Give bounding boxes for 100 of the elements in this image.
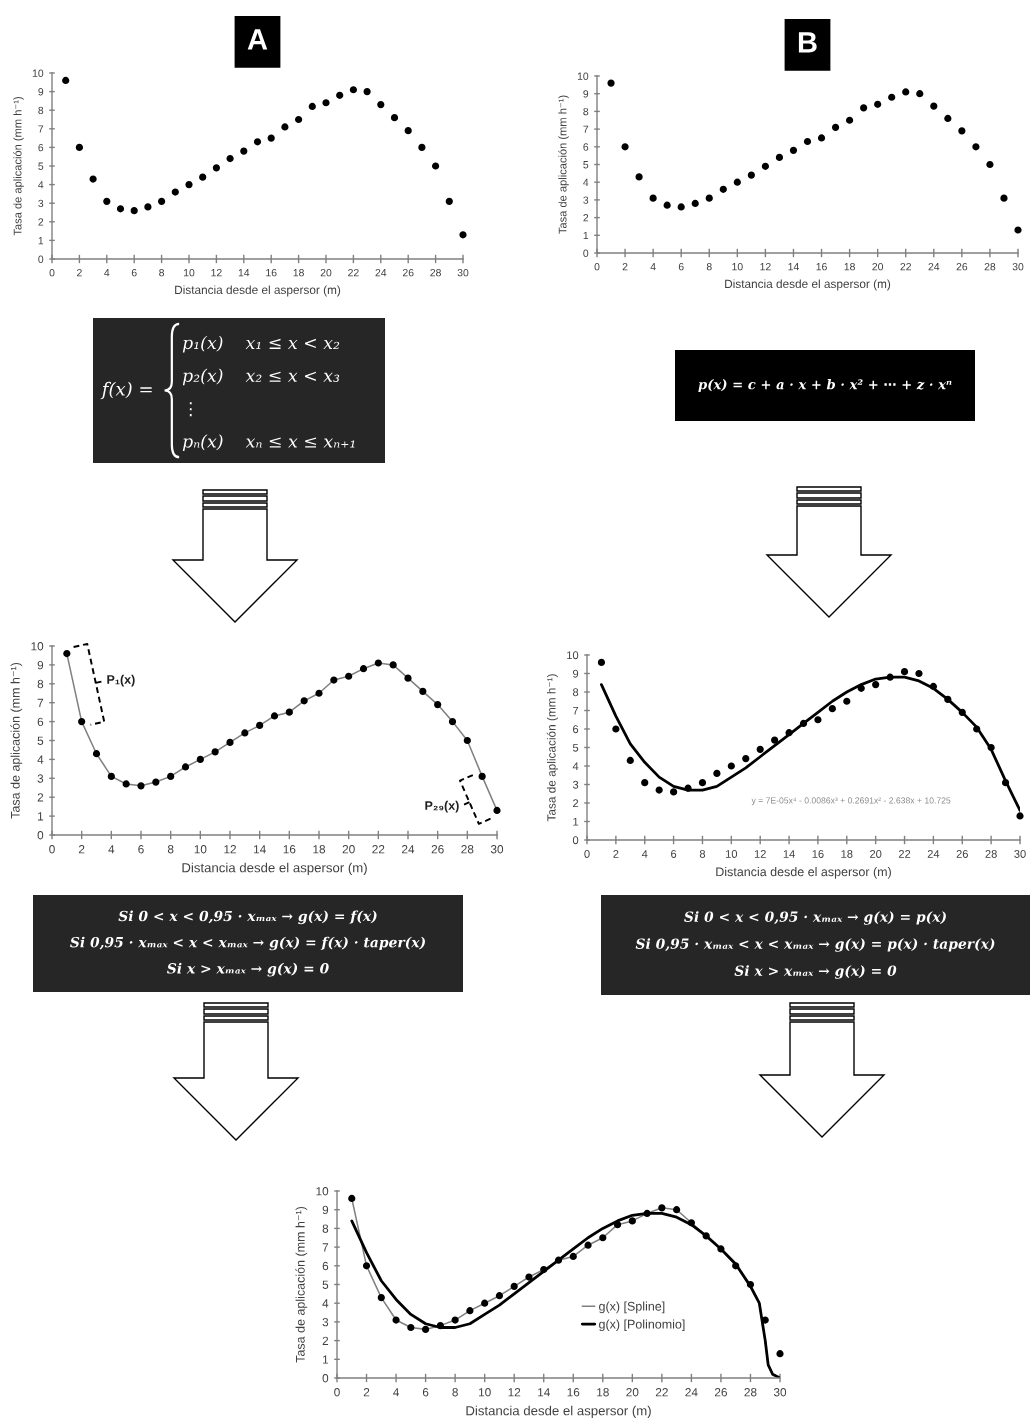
point [986, 160, 994, 169]
point [171, 188, 179, 196]
x-axis-title: Distancia desde el aspersor (m) [175, 285, 341, 297]
y-tick-label: 7 [583, 125, 589, 133]
point [831, 123, 840, 131]
y-tick-label: 5 [583, 161, 589, 169]
point [463, 736, 471, 745]
x-tick-label: 4 [650, 263, 656, 271]
x-tick-label: 22 [348, 269, 359, 277]
x-tick-label: 28 [461, 845, 474, 854]
point [705, 194, 713, 202]
text: Si x > xₘₐₓ → g(x) = 0 [166, 962, 329, 977]
y-axis-title: Tasa de aplicación (mm h⁻¹) [10, 662, 23, 819]
x-axis-title: Distancia desde el aspersor (m) [466, 1405, 651, 1418]
point [828, 705, 836, 713]
y-tick-label: 7 [38, 125, 44, 133]
y-tick-label: 0 [572, 836, 579, 845]
point [944, 114, 952, 123]
y-tick-label: 3 [37, 774, 44, 783]
y-tick-label: 5 [38, 162, 44, 170]
point [478, 772, 486, 781]
point [789, 146, 798, 154]
point [719, 185, 727, 193]
y-tick-label: 3 [572, 780, 579, 789]
y-tick-label: 4 [572, 762, 579, 771]
x-tick-label: 22 [898, 850, 911, 858]
point [702, 1232, 710, 1240]
point [436, 1322, 444, 1330]
x-tick-label: 12 [224, 845, 236, 854]
point [958, 708, 966, 716]
x-tick-label: 26 [956, 850, 968, 858]
point [900, 668, 909, 676]
point [294, 115, 303, 124]
point [607, 79, 615, 87]
x-tick-label: 10 [194, 845, 207, 854]
point [691, 199, 699, 208]
x-tick-label: 8 [706, 263, 712, 271]
point [300, 697, 308, 705]
x-tick-label: 16 [567, 1388, 580, 1397]
x-tick-label: 0 [49, 269, 55, 277]
x-tick-label: 20 [342, 845, 355, 854]
y-axis-title: Tasa de aplicación (mm h⁻¹) [546, 674, 558, 822]
point [888, 93, 896, 101]
x-tick-label: 0 [49, 845, 55, 854]
x-tick-label: 16 [816, 263, 827, 271]
point [916, 90, 924, 98]
point [349, 86, 358, 94]
x-tick-label: 18 [597, 1388, 609, 1397]
point [987, 743, 995, 752]
x-tick-label: 8 [167, 845, 174, 854]
point [336, 91, 344, 99]
point [771, 736, 779, 744]
y-tick-label: 10 [31, 642, 44, 651]
x-tick-label: 24 [927, 850, 940, 858]
legend-label: g(x) [Spline] [599, 1301, 665, 1314]
x-axis-title: Distancia desde el aspersor (m) [716, 867, 891, 879]
point [226, 738, 234, 746]
point [181, 763, 190, 771]
y-tick-label: 7 [37, 698, 44, 707]
x-tick-label: 30 [1012, 263, 1024, 271]
annotation: P₁(x) [107, 674, 135, 687]
y-tick-label: 4 [322, 1299, 329, 1308]
legend-label: g(x) [Polinomio] [599, 1319, 685, 1332]
point [377, 1293, 385, 1302]
point [212, 164, 221, 172]
y-tick-label: 10 [577, 72, 589, 80]
y-tick-label: 0 [322, 1374, 329, 1383]
y-tick-label: 8 [572, 688, 579, 697]
point [199, 173, 207, 181]
point [554, 1256, 563, 1264]
point [285, 708, 293, 716]
point [374, 659, 382, 667]
x-tick-label: 26 [402, 269, 414, 277]
point [727, 762, 735, 770]
point [466, 1307, 474, 1315]
point [860, 104, 868, 112]
point [930, 102, 938, 110]
x-tick-label: 30 [1014, 850, 1026, 858]
x-axis-title: Distancia desde el aspersor (m) [182, 862, 367, 875]
x-tick-label: 20 [870, 850, 882, 858]
point [643, 1209, 651, 1218]
point [732, 1262, 740, 1270]
x-tick-label: 4 [641, 850, 648, 858]
point [445, 197, 453, 205]
y-tick-label: 10 [32, 69, 44, 77]
point [495, 1292, 504, 1300]
y-tick-label: 10 [567, 651, 579, 660]
text: Si 0,95 · xₘₐₓ < x < xₘₐₓ → g(x) = f(x) · taper(x) [70, 936, 425, 951]
text: p₁(x) x₁ ≤ x < x₂ [182, 335, 340, 353]
point [62, 76, 70, 85]
point [451, 1316, 459, 1324]
point [144, 203, 152, 211]
point [698, 779, 707, 787]
x-tick-label: 24 [685, 1388, 698, 1397]
point [241, 729, 249, 737]
point [107, 772, 115, 781]
chart-title: B [798, 32, 817, 53]
point [348, 1194, 356, 1203]
point [196, 755, 204, 764]
point [569, 1252, 577, 1261]
